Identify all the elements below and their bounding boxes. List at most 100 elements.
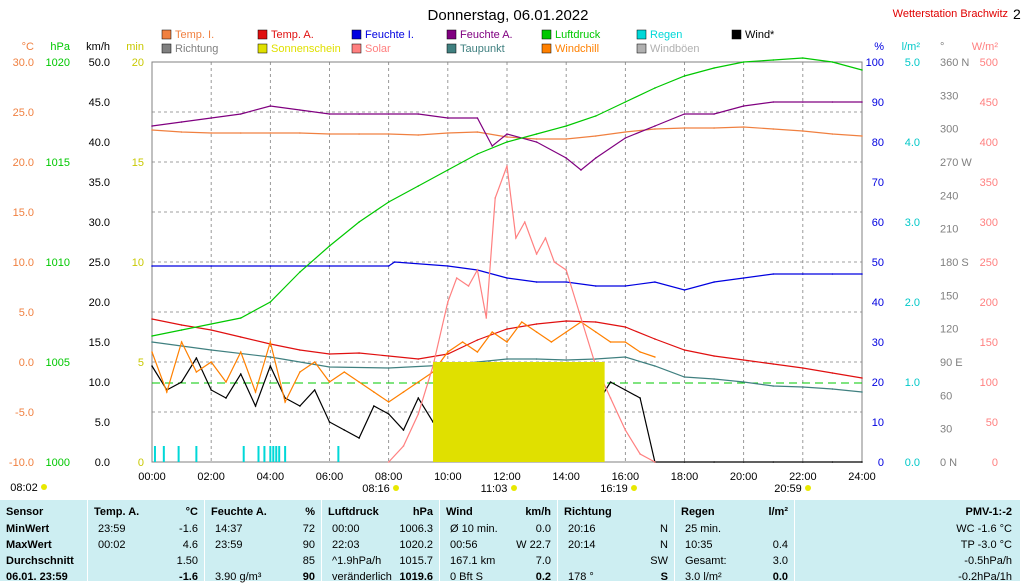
wind-axis-tick: 50.0	[89, 57, 110, 69]
solar-axis-tick: 50	[986, 417, 998, 429]
series-wind--point	[151, 365, 153, 367]
time-tick: 00:00	[138, 471, 166, 483]
series-solar-point	[535, 253, 538, 255]
temp-axis-tick: 10.0	[13, 257, 34, 269]
series-feuchte-i--point	[387, 265, 390, 267]
series-feuchte-a--point	[861, 101, 863, 103]
series-wind--point	[210, 389, 212, 391]
series-windchill-point	[343, 371, 346, 373]
legend-swatch	[161, 43, 172, 54]
table-cell-label: 23:59	[98, 523, 126, 535]
table-column-temp: Temp. A. °C 23:59 -1.6 00:02 4.6 1.50 -1.6	[88, 500, 205, 583]
series-luftdruck-point	[506, 141, 508, 143]
series-feuchte-a--point	[802, 101, 804, 103]
chart-title: Donnerstag, 06.01.2022	[428, 7, 589, 24]
pressure-axis-tick: 1010	[46, 257, 70, 269]
time-tick: 18:00	[671, 471, 699, 483]
legend-label: Windchill	[555, 43, 599, 55]
wind-axis-unit: km/h	[86, 41, 110, 53]
series-temp-i--point	[594, 135, 597, 137]
humidity-axis-tick: 0	[878, 457, 884, 469]
series-feuchte-i--point	[393, 261, 396, 263]
table-cell-value: 1006.3	[399, 523, 433, 535]
series-taupunkt-point	[210, 349, 212, 351]
table-cell-value: 0.4	[772, 539, 788, 551]
series-windchill-point	[269, 341, 272, 343]
direction-axis-tick: 180 S	[940, 257, 969, 269]
temp-axis-tick: 20.0	[13, 157, 34, 169]
legend-label: Wind*	[745, 29, 775, 41]
series-wind--point	[195, 357, 198, 359]
event-sunrise: 08:16	[362, 483, 390, 495]
table-cell-value: 4.6	[182, 539, 198, 551]
series-luftdruck-point	[476, 153, 479, 155]
legend-label: Richtung	[175, 43, 218, 55]
time-tick: 24:00	[848, 471, 876, 483]
table-cell-label: 3.0 l/m²	[685, 571, 722, 583]
direction-axis-tick: 240	[940, 190, 958, 202]
series-temp-i--point	[535, 138, 538, 140]
series-luftdruck-point	[802, 57, 804, 59]
series-luftdruck-point	[713, 67, 715, 69]
corner-mark: 2	[1013, 6, 1021, 22]
time-tick: 12:00	[493, 471, 521, 483]
series-wind--point	[417, 397, 420, 399]
series-temp-i--point	[713, 127, 715, 129]
series-solar-point	[447, 301, 449, 303]
series-solar-point	[565, 269, 567, 271]
weather-chart: Donnerstag, 06.01.2022 Wetterstation Bra…	[9, 6, 1021, 495]
series-temp-a--point	[151, 318, 153, 320]
solar-axis-tick: 450	[980, 97, 998, 109]
series-feuchte-i--point	[328, 265, 331, 267]
series-wind--point	[313, 389, 316, 391]
direction-axis-tick: 90 E	[940, 357, 963, 369]
series-windchill-point	[506, 341, 508, 343]
series-temp-a--point	[299, 349, 301, 351]
series-temp-i--point	[151, 129, 153, 131]
series-regen-bar	[257, 446, 260, 462]
series-luftdruck-point	[387, 201, 390, 203]
series-solar-point	[485, 317, 488, 319]
pressure-axis-tick: 1005	[46, 357, 70, 369]
series-wind--point	[639, 397, 641, 399]
series-temp-i--point	[239, 132, 242, 134]
series-taupunkt-line	[151, 341, 863, 393]
series-feuchte-i--point	[269, 265, 272, 267]
time-tick: 06:00	[316, 471, 344, 483]
sun-axis-tick: 20	[132, 57, 144, 69]
direction-axis-tick: 210	[940, 224, 958, 236]
wind-axis-tick: 35.0	[89, 177, 110, 189]
series-taupunkt-point	[772, 385, 775, 387]
series-feuchte-a--point	[580, 169, 582, 171]
legend-swatch	[161, 29, 172, 40]
table-column-wind: Wind km/h Ø 10 min. 0.0 00:56 W 22.7 167.1 km 7…	[440, 500, 558, 583]
series-feuchte-i--point	[742, 277, 745, 279]
series-temp-i--point	[861, 135, 863, 137]
series-temp-i--point	[210, 132, 212, 134]
series-windchill-point	[447, 351, 449, 353]
table-cell-value: 0.0	[772, 571, 788, 583]
series-regen-bar	[284, 446, 287, 462]
series-feuchte-i--point	[772, 273, 775, 275]
series-windchill-point	[654, 356, 656, 358]
series-wind--point	[328, 421, 331, 423]
series-wind--point	[831, 461, 834, 463]
humidity-axis-unit: %	[874, 41, 884, 53]
series-wind--point	[861, 461, 863, 463]
series-luftdruck-point	[328, 245, 331, 247]
table-header: Regen	[681, 506, 715, 518]
statistics-table: Sensor MinWert MaxWert Durchschnitt 06.01. 2…	[0, 500, 1021, 583]
event-marker	[511, 485, 517, 491]
series-temp-i--point	[802, 130, 804, 132]
series-sonnenschein-area	[433, 362, 605, 462]
series-feuchte-a--point	[417, 113, 420, 115]
series-solar-point	[639, 453, 641, 455]
table-header: Richtung	[564, 506, 612, 518]
series-luftdruck-point	[683, 75, 686, 77]
series-temp-a--point	[831, 372, 834, 374]
series-luftdruck-point	[654, 87, 656, 89]
table-cell-value: N	[660, 523, 668, 535]
series-wind--point	[772, 461, 775, 463]
pressure-axis-tick: 1020	[46, 57, 70, 69]
humidity-axis-tick: 50	[872, 257, 884, 269]
